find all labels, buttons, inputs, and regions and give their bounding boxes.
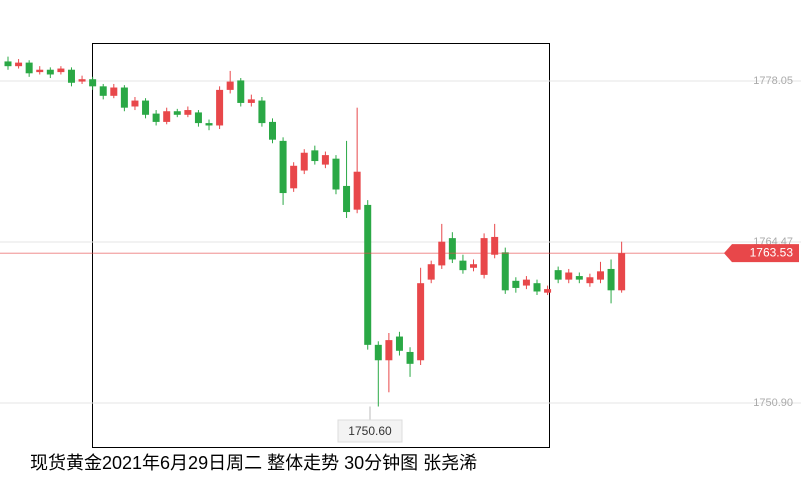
candle-body — [120, 87, 128, 108]
candle-body — [596, 271, 604, 280]
candle-body — [226, 81, 234, 90]
candle-body — [25, 62, 33, 74]
annotation-label: 1750.60 — [348, 424, 392, 438]
candle-body — [618, 253, 626, 291]
candle-body — [184, 110, 192, 115]
candle-body — [36, 69, 44, 73]
candle-body — [554, 270, 562, 280]
candle-body — [152, 113, 160, 122]
candle-body — [374, 344, 382, 361]
candle-body — [364, 204, 372, 345]
candle-body — [15, 62, 23, 67]
candle-body — [343, 185, 351, 213]
candle-body — [173, 111, 181, 115]
candle-body — [332, 158, 340, 190]
candle-body — [89, 79, 97, 87]
candle-body — [565, 272, 573, 280]
candle-body — [258, 100, 266, 124]
candle-body — [163, 111, 171, 122]
candle-body — [353, 171, 361, 210]
candle-body — [501, 252, 509, 291]
selection-box — [92, 43, 550, 448]
candle-body — [279, 140, 287, 194]
candle-body — [575, 276, 583, 280]
candle-body — [110, 87, 118, 96]
candle-body — [205, 123, 213, 126]
y-tick-label: 1750.90 — [753, 397, 793, 409]
candle-body — [216, 89, 224, 126]
candle-body — [406, 351, 414, 364]
candle-body — [237, 80, 245, 103]
candle-body — [607, 268, 615, 291]
candle-body — [131, 100, 139, 107]
candle-body — [142, 100, 150, 115]
candle-body — [46, 69, 54, 75]
candle-body — [512, 280, 520, 288]
candle-body — [247, 99, 255, 103]
candle-body — [4, 61, 12, 67]
candle-body — [269, 121, 276, 140]
candle-body — [99, 86, 107, 96]
candle-body — [321, 155, 329, 165]
candle-body — [67, 69, 75, 83]
y-tick-label: 1778.05 — [753, 75, 793, 87]
candle-body — [470, 264, 478, 268]
candle-body — [395, 336, 403, 351]
candle-body — [78, 79, 86, 82]
candle-body — [522, 279, 530, 286]
chart-title: 现货黄金2021年6月29日周二 整体走势 30分钟图 张尧浠 — [30, 453, 477, 473]
candle-body — [57, 68, 65, 73]
last-price-tag — [724, 244, 799, 263]
candle-body — [459, 260, 467, 271]
candle-body — [586, 277, 594, 284]
last-price-label: 1763.53 — [750, 245, 794, 259]
candle-body — [290, 165, 298, 189]
candle-body — [385, 340, 393, 361]
candle-body — [417, 283, 425, 361]
candle-body — [480, 238, 488, 275]
candle-body — [533, 283, 541, 292]
candle-body — [448, 238, 456, 260]
candle-body — [491, 236, 499, 255]
candle-body — [544, 289, 552, 293]
annotation-box — [337, 419, 403, 443]
candle-body — [194, 112, 202, 124]
candle-body — [300, 152, 308, 171]
candle-body — [427, 264, 435, 280]
candle-body — [311, 150, 319, 162]
